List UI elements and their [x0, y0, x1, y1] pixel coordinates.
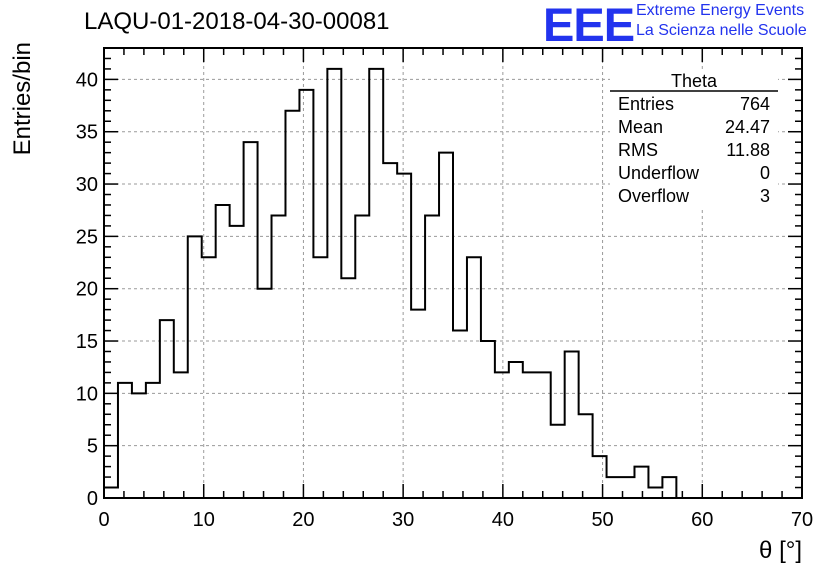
logo-subtitle-line1: Extreme Energy Events [636, 2, 805, 19]
x-tick-label: 70 [791, 509, 813, 531]
x-tick-label: 50 [591, 509, 613, 531]
y-tick-label: 10 [76, 383, 98, 405]
plot-frame [103, 47, 803, 499]
stats-rows: Entries 764 Mean 24.47 RMS 11.88 Underflow 0 Ove… [618, 94, 770, 206]
grid [104, 48, 802, 498]
y-tick-label: 35 [76, 122, 98, 144]
stats-title: Theta [671, 71, 718, 91]
stats-value: 24.47 [725, 117, 770, 137]
stats-background [610, 70, 778, 208]
x-tick-label: 60 [691, 509, 713, 531]
x-axis-title: θ [°] [759, 537, 802, 564]
stats-box: Theta Entries 764 Mean 24.47 RMS 11.88 Underfl… [610, 70, 778, 208]
x-tick-label: 40 [492, 509, 514, 531]
axis-ticks [103, 47, 803, 499]
x-tick-label: 30 [392, 509, 414, 531]
eee-logo: EEE [543, 0, 635, 51]
y-tick-label: 5 [87, 436, 98, 458]
y-tick-label: 15 [76, 331, 98, 353]
y-tick-label: 20 [76, 279, 98, 301]
plot-title: LAQU-01-2018-04-30-00081 [84, 8, 390, 35]
stats-label: Mean [618, 117, 663, 137]
stats-label: Overflow [618, 186, 690, 206]
stats-label: Underflow [618, 163, 700, 183]
x-tick-label: 10 [193, 509, 215, 531]
stats-value: 0 [760, 163, 770, 183]
stats-value: 3 [760, 186, 770, 206]
y-tick-label: 0 [87, 488, 98, 510]
y-tick-label: 25 [76, 226, 98, 248]
stats-label: Entries [618, 94, 674, 114]
logo-subtitle-line2: La Scienza nelle Scuole [636, 22, 807, 39]
y-tick-label: 40 [76, 69, 98, 91]
histogram-series-line [103, 67, 802, 499]
stats-value: 764 [740, 94, 770, 114]
x-tick-label: 0 [98, 509, 109, 531]
stats-value: 11.88 [726, 140, 770, 160]
stats-label: RMS [618, 140, 658, 160]
y-tick-label: 30 [76, 174, 98, 196]
y-axis-title: Entries/bin [9, 42, 36, 155]
x-tick-label: 20 [292, 509, 314, 531]
